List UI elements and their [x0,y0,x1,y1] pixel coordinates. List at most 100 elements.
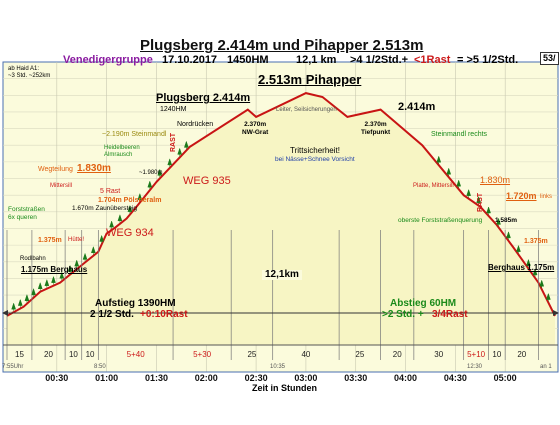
peak2-label: 2.414m [398,101,436,113]
abstieg-label: Abstieg 60HM [390,298,457,309]
segment-minute-label: 40 [301,350,310,359]
m1375-left: 1.375m [38,237,62,244]
start-info: ab Haid A1: ~3 Std. ~252km [8,66,51,80]
plugsberg-label: Plugsberg 2.414m [156,92,251,104]
tree-icon [44,278,50,288]
tree-icon [91,245,96,255]
nwgrat-label: 2.370m NW-Grat [242,121,269,136]
steinmandl-right: Steinmandl rechts [431,131,488,138]
x-tick-label: 04:30 [444,373,467,383]
x-tick-label: 00:30 [45,373,68,383]
tree-icon [147,180,153,190]
tree-icon [127,204,133,214]
rodlbahn-label: Rodlbahn [20,256,46,262]
tree-icon [516,244,521,254]
tree-icon [486,206,491,215]
poelsneralm-label: 1.704m Pölsneralm [98,197,162,204]
segment-minute-label: 25 [247,350,256,359]
tree-symbols [11,140,551,312]
segment-separators [6,230,539,360]
tree-icon [24,293,30,303]
tree-icon [546,292,551,302]
weg934-label: WEG 934 [106,227,154,239]
heidel-label: Heidelbeeren Almrausch [104,145,140,159]
segment-minute-label: 20 [44,350,53,359]
segment-minute-label: 25 [355,350,364,359]
tree-icon [466,188,471,198]
tree-icon [539,279,545,289]
x-tick-label: 03:30 [344,373,367,383]
nordruecken-label: Nordrücken [177,121,214,128]
steinmandl-left: ~2.190m Steinmandl [102,131,167,138]
rast-label-right: RAST [477,192,484,212]
segment-minute-label: 10 [69,350,78,359]
weg935-label: WEG 935 [183,175,231,187]
m1670-label: 1.670m Zaunübersteig [72,205,138,212]
segment-minute-label: 20 [393,350,402,359]
tree-icon [177,147,183,157]
trittsicherheit-label: Trittsicherheit! [290,146,340,155]
segment-minute-label: 5+30 [193,350,212,359]
x-tick-labels: 00:30 01:00 01:30 02:00 02:30 03:00 03:30 04:00… [45,373,516,383]
time-part1: >4 1/2Std.+ [350,54,409,66]
m1375-right: 1.375m [524,238,548,245]
forststr-right: oberste Forststraßenquerung [398,217,483,224]
elev-gain-label: 1450HM [227,54,269,66]
m1720-label: 1.720m [506,191,537,201]
tree-icon [526,258,531,268]
x-tick-label: 02:30 [245,373,268,383]
page-number: 53/ [540,52,559,65]
tree-icon [496,217,501,227]
m1980-label: ~1.980m [139,170,163,176]
tree-icon [137,192,143,202]
pihapper-label: 2.513m Pihapper [258,72,362,87]
x-tick-label: 01:30 [145,373,168,383]
rast-label-left: RAST [170,132,177,152]
nasse-label: bei Nässe+Schnee Vorsicht [275,156,355,163]
abstieg-time: >2 Std. + [382,309,424,320]
time-end: an 1 [540,364,552,370]
time-part2: <1Rast [414,54,451,66]
m1585-label: 1.585m [495,217,518,224]
tree-icon [109,220,114,230]
time-1230: 12:30 [467,364,483,370]
m1830-right: 1.830m [480,175,511,185]
tree-icon [157,168,163,178]
tree-icon [99,234,105,244]
aufstieg-label: Aufstieg 1390HM [95,298,176,309]
abstieg-rast: 3/4Rast [432,309,468,320]
berghaus-right: Berghaus 1.175m [488,263,555,272]
tree-icon [37,281,43,291]
tree-icon [74,259,80,269]
tiefpunkt-label: 2.370m Tiefpunkt [361,121,391,136]
segment-minute-label: 15 [15,350,24,359]
tree-icon [67,264,73,274]
x-tick-label: 03:00 [294,373,317,383]
tree-icon [183,140,189,150]
tree-icon [532,268,538,277]
x-tick-label: 05:00 [494,373,517,383]
tree-icon [446,167,452,177]
segment-minute-labels: 15 20 10 10 5+40 5+30 25 40 25 20 30 5+10 10 20 [15,350,527,359]
links-label: links [540,194,553,200]
x-axis-label: Zeit in Stunden [252,383,317,393]
start-time: 7:55Uhr [2,364,24,370]
tree-icon [167,158,173,167]
tree-icon [82,252,88,262]
segment-minute-label: 10 [492,350,501,359]
berghaus-left: 1.175m Berghaus [21,265,88,274]
segment-minute-label: 20 [517,350,526,359]
x-tick-label: 02:00 [195,373,218,383]
plugsberg-hm: 1240HM [160,106,187,113]
tree-icon [51,275,56,285]
distance-mid: 12,1km [262,270,302,280]
tree-icon [17,298,23,308]
group-label: Venedigergruppe [63,54,153,66]
time-850: 8:50 [94,364,106,370]
x-tick-label: 01:00 [95,373,118,383]
distance-label: 12,1 km [296,54,337,66]
tree-icon [506,231,511,240]
mittersill-left: Mittersill [50,183,72,189]
